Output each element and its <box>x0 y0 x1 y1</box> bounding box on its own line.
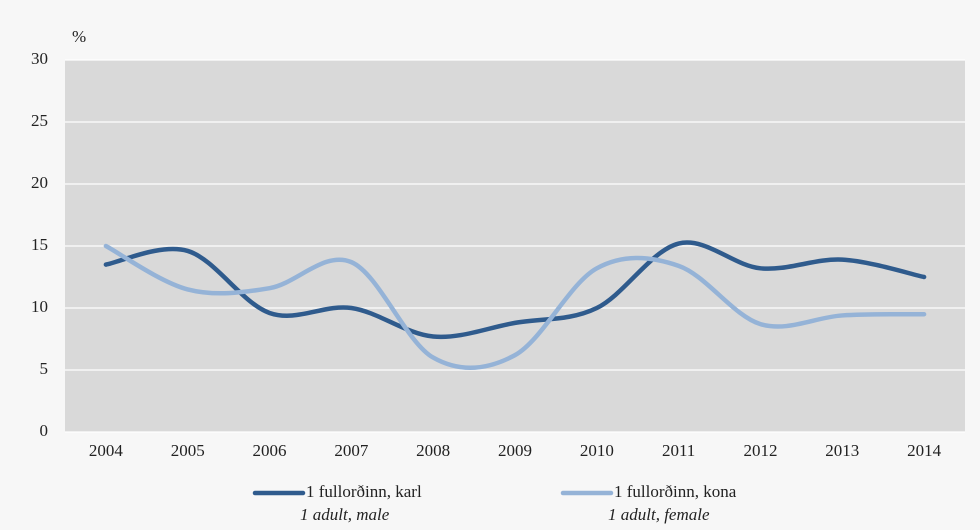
x-tick-label: 2011 <box>662 441 695 460</box>
legend-sublabel: 1 adult, female <box>608 505 710 524</box>
y-tick-label: 25 <box>31 111 48 130</box>
x-tick-label: 2004 <box>89 441 124 460</box>
y-tick-label: 0 <box>40 421 49 440</box>
legend-label: 1 fullorðinn, karl <box>306 482 422 501</box>
y-axis-label: % <box>72 27 86 46</box>
legend-sublabel: 1 adult, male <box>300 505 390 524</box>
x-tick-label: 2013 <box>825 441 859 460</box>
x-tick-label: 2010 <box>580 441 614 460</box>
x-tick-label: 2008 <box>416 441 450 460</box>
legend-label: 1 fullorðinn, kona <box>614 482 737 501</box>
x-tick-label: 2007 <box>334 441 369 460</box>
x-tick-label: 2014 <box>907 441 942 460</box>
y-tick-label: 30 <box>31 49 48 68</box>
y-tick-label: 5 <box>40 359 49 378</box>
y-tick-label: 15 <box>31 235 48 254</box>
x-tick-label: 2006 <box>253 441 287 460</box>
y-tick-label: 10 <box>31 297 48 316</box>
series-line <box>103 243 927 371</box>
x-tick-label: 2012 <box>743 441 777 460</box>
y-tick-label: 20 <box>31 173 48 192</box>
x-tick-label: 2009 <box>498 441 532 460</box>
series-line <box>103 240 927 340</box>
x-tick-label: 2005 <box>171 441 205 460</box>
